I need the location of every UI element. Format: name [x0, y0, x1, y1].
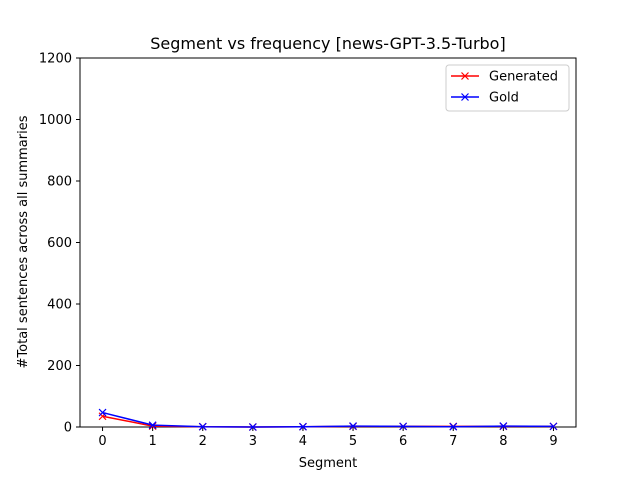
series-layer	[98, 408, 558, 431]
y-tick-label: 800	[47, 175, 72, 190]
legend: Generated Gold	[445, 64, 570, 112]
data-point-gold	[98, 408, 107, 417]
x-tick-label: 1	[149, 434, 157, 449]
x-tick-label: 0	[98, 434, 106, 449]
plot-frame	[79, 57, 577, 428]
x-axis: 0 1 2 3 4 5 6 7 8 9	[98, 427, 558, 449]
plot-area	[79, 57, 577, 428]
x-tick-label: 2	[199, 434, 207, 449]
data-point-gold	[299, 422, 307, 431]
x-tick-label: 7	[449, 434, 457, 449]
legend-item-gold: Gold	[451, 91, 519, 106]
y-axis-label: #Total sentences across all summaries	[16, 115, 31, 368]
y-tick-label: 600	[47, 236, 72, 251]
data-point-gold	[499, 422, 508, 431]
data-point-gold	[148, 421, 157, 430]
y-tick-label: 1200	[39, 52, 72, 67]
y-axis: 0 200 400 600 800 1000 1200	[39, 52, 80, 436]
legend-item-generated: Generated	[451, 70, 558, 85]
x-tick-label: 5	[349, 434, 357, 449]
legend-marker	[461, 72, 469, 80]
y-tick-label: 200	[47, 359, 72, 374]
data-point-gold	[248, 423, 257, 431]
x-tick-label: 3	[249, 434, 257, 449]
series-line-gold	[102, 411, 554, 428]
x-tick-label: 8	[499, 434, 507, 449]
chart-title: Segment vs frequency [news-GPT-3.5-Turbo…	[150, 34, 505, 53]
data-point-gold	[198, 422, 207, 431]
data-point-gold	[399, 422, 408, 431]
y-tick-label: 400	[47, 298, 72, 313]
y-tick-label: 1000	[39, 113, 72, 128]
x-tick-label: 9	[549, 434, 557, 449]
legend-marker	[461, 93, 469, 101]
x-axis-label: Segment	[299, 456, 358, 471]
data-point-gold	[449, 422, 458, 431]
data-point-gold	[549, 422, 558, 431]
legend-label: Gold	[489, 91, 519, 106]
x-tick-label: 6	[399, 434, 407, 449]
y-tick-label: 0	[64, 421, 72, 436]
legend-label: Generated	[489, 70, 558, 85]
x-tick-label: 4	[299, 434, 307, 449]
data-point-gold	[349, 422, 357, 431]
data-point-generated	[148, 422, 157, 431]
